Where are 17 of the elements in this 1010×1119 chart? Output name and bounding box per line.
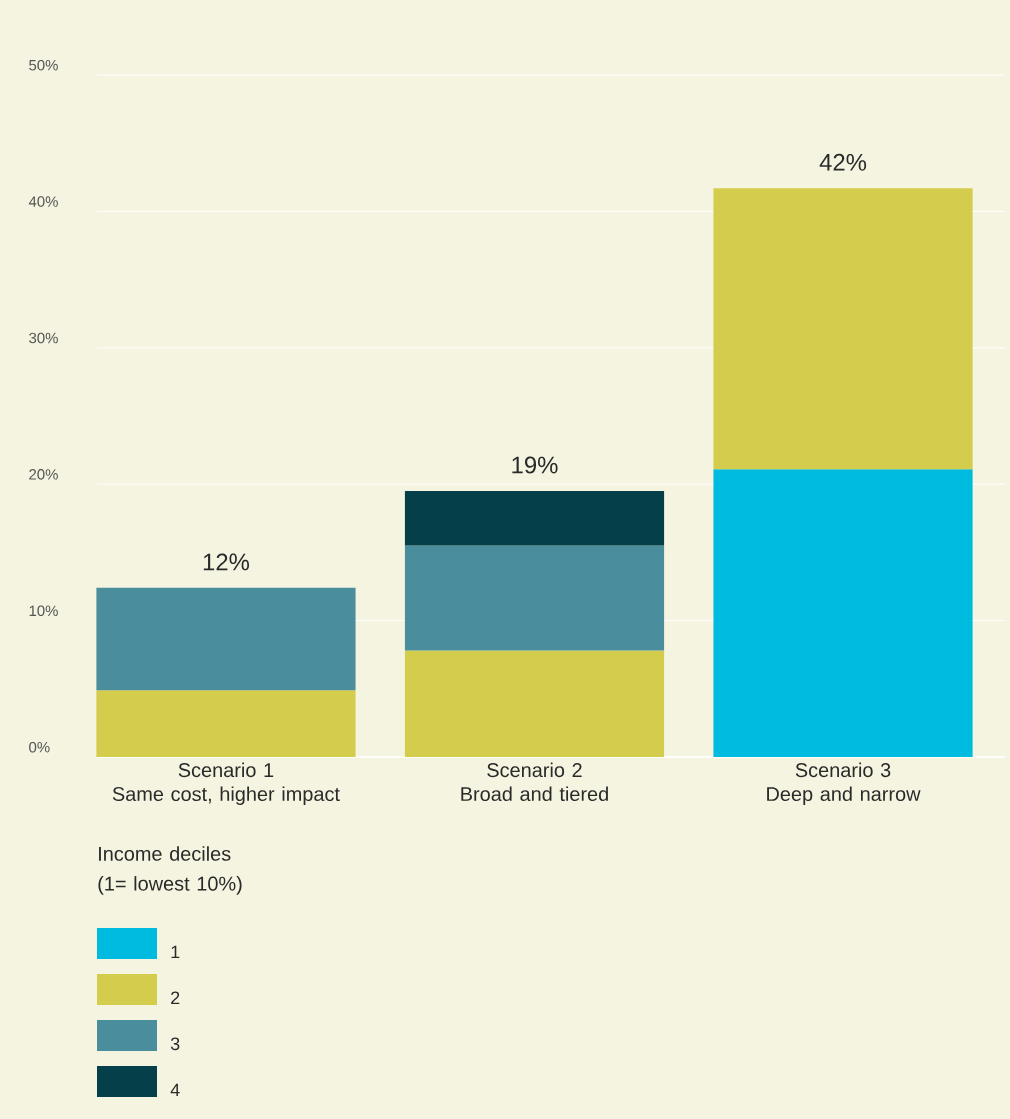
total-label: 42% <box>819 153 867 171</box>
x-tick-label: Scenario 1 Same cost, higher impact <box>112 762 340 806</box>
legend-label: 4 <box>170 1083 180 1096</box>
legend-title: Income deciles (1= lowest 10%) <box>98 846 242 895</box>
total-label: 19% <box>512 456 558 474</box>
y-tick-label: 30% <box>29 332 58 344</box>
y-tick-label: 50% <box>29 59 58 71</box>
legend-label: 1 <box>171 945 180 958</box>
legend-label: 3 <box>170 1037 180 1051</box>
x-tick-label: Scenario 2 Broad and tiered <box>461 762 608 802</box>
total-label: 12% <box>203 553 250 571</box>
y-tick-label: 40% <box>28 196 58 207</box>
y-tick-label: 10% <box>29 605 58 617</box>
y-tick-label: 20% <box>29 469 58 480</box>
legend-label: 2 <box>171 991 180 1004</box>
x-tick-label: Scenario 3 Deep and narrow <box>767 762 921 806</box>
y-tick-label: 0% <box>29 741 50 753</box>
